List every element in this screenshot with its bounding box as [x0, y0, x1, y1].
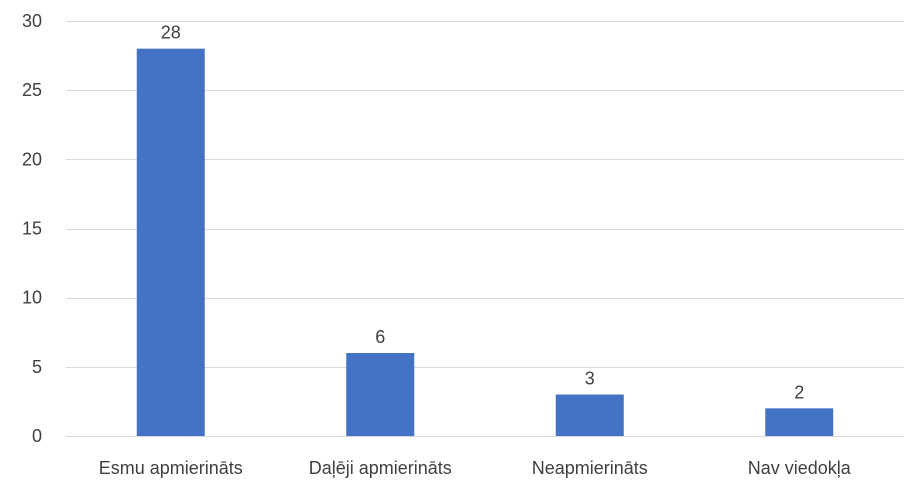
bar: [555, 394, 624, 436]
data-label: 6: [375, 327, 385, 347]
x-category-label: Daļēji apmierināts: [309, 458, 452, 478]
y-tick-label: 10: [22, 288, 42, 308]
y-tick-label: 20: [22, 149, 42, 169]
bar: [765, 408, 834, 436]
y-tick-label: 15: [22, 219, 42, 239]
data-label: 3: [585, 369, 595, 389]
x-category-label: Neapmierināts: [532, 458, 648, 478]
y-axis-tick-labels: 0 5 10 15 20 25 30: [22, 11, 42, 446]
data-label: 2: [794, 382, 804, 402]
data-label: 28: [161, 23, 181, 43]
bars: [136, 48, 834, 437]
x-category-label: Esmu apmierināts: [99, 458, 243, 478]
data-labels: 28 6 3 2: [161, 23, 805, 403]
y-tick-label: 0: [32, 426, 42, 446]
x-category-label: Nav viedokļa: [748, 458, 852, 478]
y-tick-label: 5: [32, 357, 42, 377]
gridlines: [66, 21, 904, 437]
x-axis-category-labels: Esmu apmierināts Daļēji apmierināts Neapmi…: [99, 458, 852, 478]
y-tick-label: 25: [22, 80, 42, 100]
bar: [346, 353, 415, 436]
bar: [136, 48, 205, 437]
y-tick-label: 30: [22, 11, 42, 31]
